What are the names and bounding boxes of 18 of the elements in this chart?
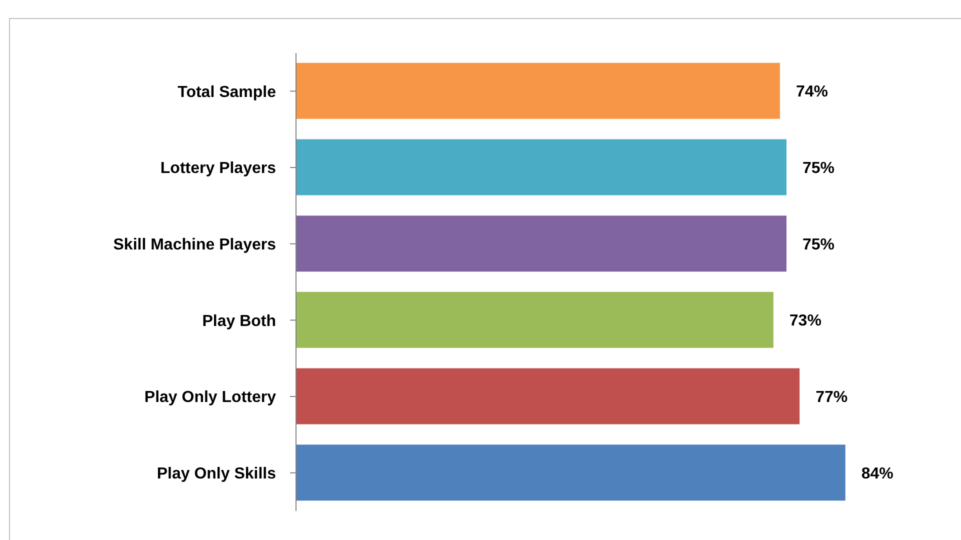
bar (296, 444, 846, 501)
bar (296, 62, 780, 119)
data-label: 75% (802, 236, 835, 254)
bar (296, 368, 800, 424)
y-tick-label: Lottery Players (160, 160, 276, 178)
y-tick-label: Play Only Lottery (144, 389, 276, 406)
data-label: 84% (861, 465, 894, 482)
y-tick-label: Skill Machine Players (113, 236, 276, 254)
data-label: 73% (789, 312, 822, 330)
y-tick-label: Play Only Skills (156, 466, 276, 483)
bar (296, 139, 786, 196)
y-tick-label: Total Sample (178, 84, 276, 101)
y-tick-label: Play Both (202, 312, 276, 330)
data-label: 74% (796, 84, 828, 101)
bar (296, 292, 774, 348)
bar (296, 216, 786, 272)
data-label: 77% (816, 388, 848, 406)
data-label: 75% (802, 160, 835, 177)
